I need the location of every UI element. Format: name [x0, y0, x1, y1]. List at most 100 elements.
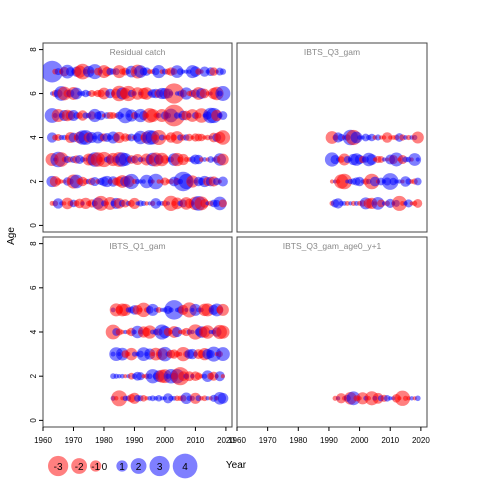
residual-bubble	[131, 351, 138, 357]
residual-bubble	[54, 178, 62, 185]
panel-3: IBTS_Q1_gam	[42, 236, 233, 428]
legend-item: 0	[102, 462, 108, 473]
residual-bubble	[330, 154, 340, 165]
legend-label: 2	[136, 462, 142, 473]
residual-bubble	[59, 179, 64, 184]
y-axis-title: Age	[6, 227, 17, 245]
residual-bubble	[414, 395, 421, 402]
residual-bubble	[383, 395, 391, 402]
residual-bubble	[158, 134, 165, 141]
x-tick-label: 1970	[65, 436, 83, 445]
residual-bubble	[119, 303, 132, 317]
legend: -3 -2 -1 0 1 2 3 4	[48, 453, 198, 479]
residual-bubble	[53, 198, 64, 209]
residual-bubble	[204, 134, 211, 141]
residual-bubble	[413, 177, 422, 186]
residual-bubble	[219, 68, 227, 75]
legend-item: 1	[116, 460, 128, 473]
residual-bubble	[136, 302, 151, 318]
residual-bubble	[366, 154, 378, 165]
panel-1: Residual catch	[42, 42, 233, 233]
residual-bubble	[199, 88, 210, 99]
residual-bubble	[125, 347, 138, 361]
legend-bubble	[172, 453, 198, 479]
residual-bubble	[150, 198, 162, 209]
residual-bubble	[214, 371, 225, 382]
residual-bubble	[163, 83, 185, 104]
residual-bubble	[155, 395, 163, 402]
x-tick-label: 2010	[187, 436, 205, 445]
residual-bubble	[350, 131, 363, 144]
residual-bubble	[217, 392, 229, 404]
residual-bubble	[404, 199, 413, 208]
legend-item: -3	[48, 455, 69, 477]
residual-bubble	[180, 87, 193, 100]
residual-bubble	[344, 200, 350, 206]
residual-bubble	[112, 65, 126, 79]
residual-bubble	[200, 325, 215, 339]
bubbles	[324, 129, 424, 211]
residual-bubble	[111, 390, 128, 407]
residual-bubble	[374, 134, 382, 141]
x-tick-label: 2000	[156, 436, 174, 445]
residual-bubble	[159, 396, 165, 401]
residual-bubble	[207, 156, 215, 163]
y-tick-label: 8	[29, 241, 38, 246]
residual-bubble	[205, 396, 210, 401]
residual-bubble	[197, 133, 206, 142]
residual-bubble	[329, 179, 335, 184]
panel-title: Residual catch	[110, 47, 166, 57]
residual-bubble	[151, 129, 167, 146]
legend-label: 4	[182, 462, 188, 473]
legend-bubble	[149, 455, 170, 477]
bubbles	[332, 390, 421, 406]
residual-bubble	[354, 176, 365, 187]
legend-item: -1	[90, 460, 102, 473]
residual-bubble	[80, 197, 92, 210]
residual-bubble	[152, 65, 166, 79]
residual-bubble	[156, 179, 162, 184]
x-axis-title: Year	[226, 460, 247, 471]
panel-title: IBTS_Q3_gam_age0_y+1	[283, 241, 382, 251]
x-tick-label: 1960	[228, 436, 246, 445]
x-tick-label: 2020	[412, 436, 430, 445]
residual-bubble	[123, 374, 128, 379]
residual-bubble	[215, 130, 231, 145]
residual-bubble	[144, 201, 149, 206]
residual-bubble	[146, 303, 159, 316]
residual-bubble	[413, 198, 423, 208]
residual-bubble	[215, 86, 231, 101]
residual-bubble	[388, 396, 393, 401]
y-tick-label: 4	[29, 329, 38, 334]
residual-bubble	[96, 110, 106, 121]
residual-bubble	[357, 135, 362, 140]
legend-bubble	[130, 458, 147, 474]
legend-label: -3	[54, 462, 63, 473]
residual-bubble	[171, 326, 183, 338]
legend-bubble	[116, 460, 128, 472]
residual-bubble	[209, 67, 218, 76]
residual-bubble	[394, 179, 399, 184]
residual-bubble	[394, 390, 411, 406]
residual-bubble	[336, 393, 347, 404]
x-tick-label: 1980	[95, 436, 113, 445]
residual-bubble	[70, 87, 83, 100]
residual-bubble	[146, 108, 160, 123]
x-tick-label: 1980	[289, 436, 307, 445]
residual-bubble	[402, 395, 409, 401]
residual-bubble	[202, 157, 207, 162]
residual-bubble	[389, 177, 398, 186]
residual-bubble	[160, 155, 170, 164]
residual-bubble	[411, 131, 424, 144]
y-tick-label: 0	[29, 223, 38, 228]
residual-bubble	[218, 199, 227, 208]
panel-title: IBTS_Q1_gam	[109, 241, 165, 251]
x-tick-label: 1990	[126, 436, 144, 445]
residual-bubble	[157, 346, 173, 362]
x-tick-label: 1960	[34, 436, 52, 445]
y-tick-label: 4	[29, 135, 38, 140]
legend-bubble	[48, 455, 69, 477]
legend-label: 3	[157, 462, 163, 473]
residual-bubble	[377, 199, 385, 208]
x-tick-label: 1990	[320, 436, 338, 445]
